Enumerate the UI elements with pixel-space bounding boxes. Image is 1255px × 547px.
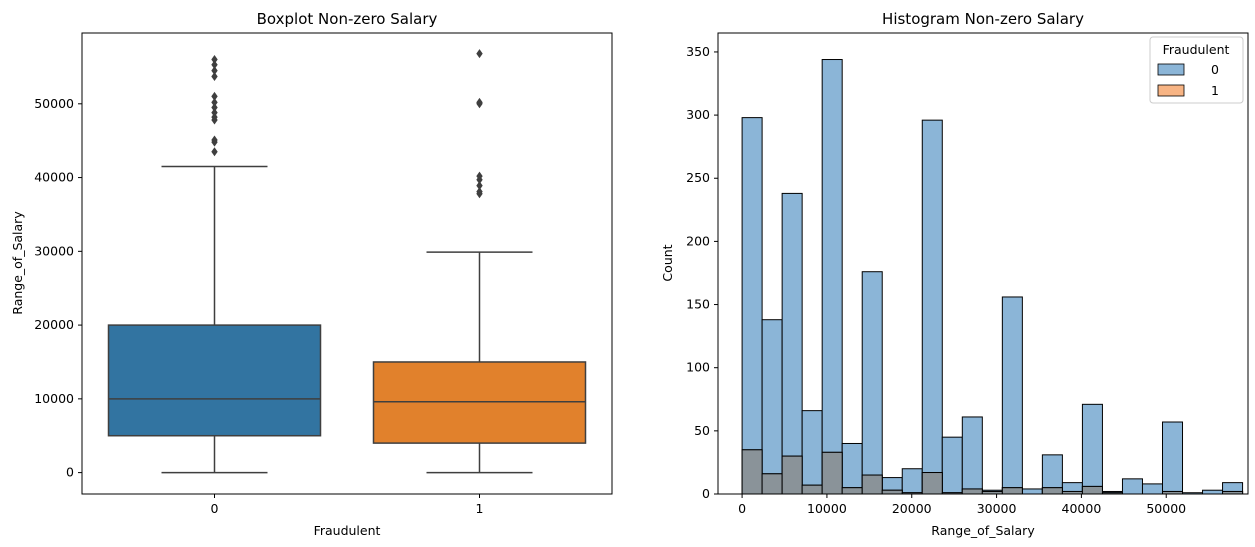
- histogram-y-tick-label: 150: [686, 297, 710, 312]
- histogram-axes-frame: [717, 32, 1249, 495]
- histogram-y-ticks: 0 50 100 150 200 250 300 350: [686, 44, 718, 501]
- histogram-bar: [1001, 296, 1023, 495]
- boxplot-y-tick-label: 40000: [34, 170, 74, 185]
- legend-title: Fraudulent: [1163, 42, 1230, 57]
- histogram-y-tick-label: 350: [686, 44, 710, 59]
- histogram-overlap-bar: [1081, 485, 1103, 495]
- legend-label-1: 1: [1211, 83, 1219, 98]
- boxplot-title: Boxplot Non-zero Salary: [257, 10, 438, 28]
- histogram-overlap-bar: [801, 484, 823, 495]
- histogram-overlap-bar: [881, 489, 903, 495]
- legend-swatch-0: [1157, 63, 1185, 76]
- boxplot-outlier: [211, 102, 218, 112]
- boxplot-outlier: [211, 108, 218, 118]
- histogram-panel: 0 50 100 150 200 250 300 350 0 10000 20000 30000 40…: [660, 10, 1249, 538]
- histogram-bar: [1021, 488, 1043, 495]
- boxplot-y-tick-label: 50000: [34, 96, 74, 111]
- boxplot-outlier: [476, 181, 483, 191]
- boxplot-axes-frame: [81, 32, 613, 495]
- histogram-series-0: [741, 59, 1244, 495]
- boxplot-y-tick-label: 30000: [34, 243, 74, 258]
- histogram-overlap-bar: [861, 474, 883, 495]
- histogram-overlap-bar: [1001, 487, 1023, 495]
- boxplot-outlier: [211, 72, 218, 82]
- histogram-overlap-bar: [821, 451, 843, 495]
- histogram-bar: [921, 119, 943, 495]
- boxplot-outlier: [476, 49, 483, 59]
- histogram-bar: [1121, 478, 1143, 495]
- histogram-overlap-bar: [741, 449, 763, 495]
- histogram-content: [741, 59, 1244, 495]
- boxplot-outlier: [211, 135, 218, 145]
- histogram-overlap-bar: [1041, 487, 1063, 495]
- histogram-overlap: [741, 449, 1244, 495]
- boxplot-x-tick-label: 0: [211, 501, 219, 516]
- boxplot-y-ticks: 0 10000 20000 30000 40000 50000: [34, 96, 82, 480]
- histogram-bar: [1161, 421, 1184, 495]
- histogram-overlap-bar: [781, 455, 803, 495]
- boxplot-outlier: [211, 66, 218, 76]
- boxplot-y-tick-label: 10000: [34, 391, 74, 406]
- histogram-overlap-bar: [961, 488, 983, 495]
- histogram-overlap-bar: [761, 473, 783, 495]
- boxplot-outlier: [476, 187, 483, 197]
- boxplot-x-tick-label: 1: [476, 501, 484, 516]
- boxplot-y-tick-label: 20000: [34, 317, 74, 332]
- histogram-bar: [861, 271, 883, 495]
- histogram-x-axis-label: Range_of_Salary: [931, 523, 1035, 538]
- histogram-x-tick-label: 40000: [1062, 501, 1102, 516]
- boxplot-outlier: [476, 97, 483, 107]
- histogram-overlap-bar: [921, 472, 943, 495]
- histogram-y-tick-label: 100: [686, 360, 710, 375]
- boxplot-outlier: [211, 60, 218, 70]
- histogram-x-tick-label: 20000: [892, 501, 932, 516]
- histogram-x-tick-label: 50000: [1146, 501, 1186, 516]
- histogram-bar: [901, 468, 923, 495]
- histogram-bar: [761, 319, 783, 495]
- histogram-y-tick-label: 200: [686, 233, 710, 248]
- histogram-y-tick-label: 250: [686, 170, 710, 185]
- histogram-y-tick-label: 300: [686, 107, 710, 122]
- histogram-x-tick-label: 10000: [807, 501, 847, 516]
- histogram-bar: [781, 192, 803, 495]
- boxplot-outlier: [211, 91, 218, 101]
- boxplot-y-tick-label: 0: [66, 465, 74, 480]
- histogram-bar: [1141, 483, 1163, 495]
- histogram-bar: [741, 117, 763, 495]
- boxplot-outlier: [476, 171, 483, 181]
- histogram-bar: [801, 410, 823, 495]
- histogram-x-tick-label: 30000: [977, 501, 1017, 516]
- histogram-x-ticks: 0 10000 20000 30000 40000 50000: [738, 494, 1186, 516]
- histogram-legend: Fraudulent 0 1: [1149, 36, 1244, 104]
- boxplot-outlier: [211, 55, 218, 65]
- histogram-y-tick-label: 50: [694, 423, 710, 438]
- legend-swatch-1: [1157, 84, 1185, 97]
- histogram-y-tick-label: 0: [702, 486, 710, 501]
- histogram-bar: [841, 442, 863, 495]
- histogram-x-tick-label: 0: [738, 501, 746, 516]
- histogram-bar: [1081, 403, 1103, 495]
- boxplot-y-axis-label: Range_of_Salary: [10, 211, 25, 315]
- histogram-title: Histogram Non-zero Salary: [882, 10, 1084, 28]
- boxplot-content: [107, 49, 587, 474]
- boxplot-x-axis-label: Fraudulent: [314, 523, 381, 538]
- histogram-bar: [1202, 489, 1224, 495]
- histogram-bar: [941, 436, 963, 495]
- histogram-bar: [821, 59, 843, 495]
- boxplot-outlier: [211, 97, 218, 107]
- histogram-overlap-bar: [841, 487, 863, 495]
- legend-label-0: 0: [1211, 62, 1219, 77]
- histogram-y-axis-label: Count: [660, 244, 675, 281]
- histogram-bar: [961, 416, 983, 495]
- boxplot-outlier: [211, 147, 218, 157]
- boxplot-box-0: [107, 324, 322, 437]
